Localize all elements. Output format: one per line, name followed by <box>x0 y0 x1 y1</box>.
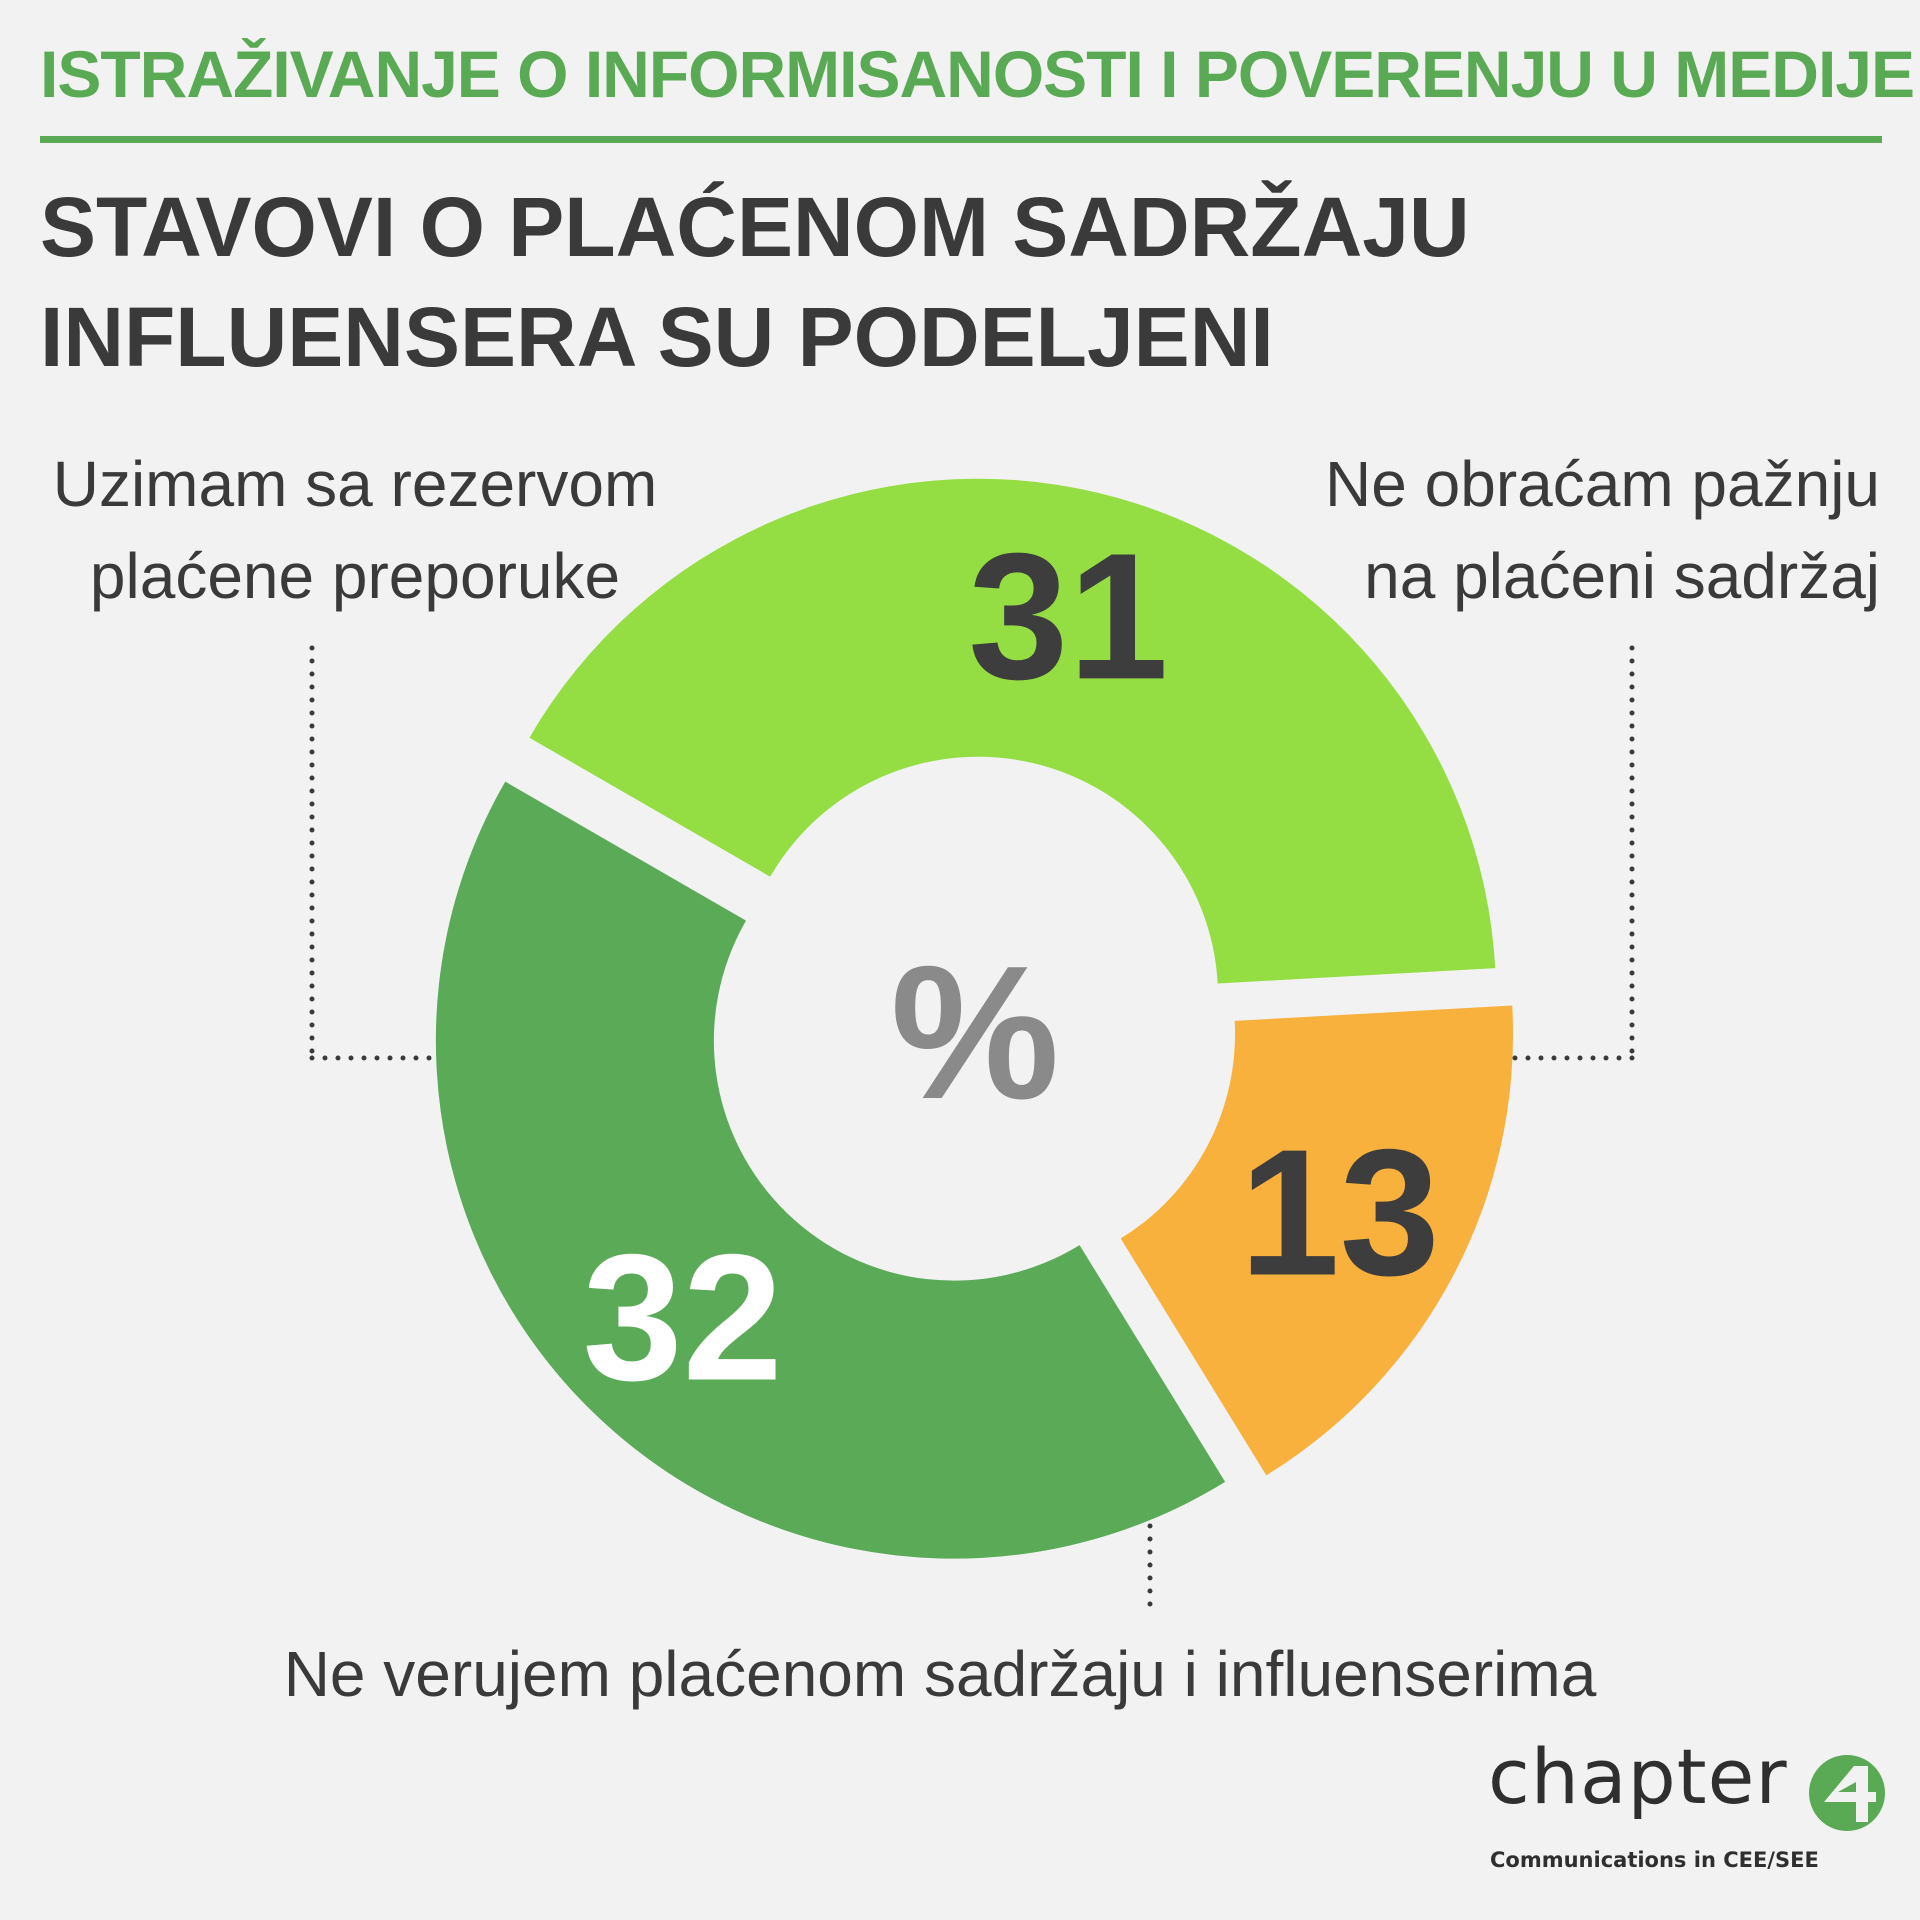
donut-slice-1 <box>1120 1005 1514 1476</box>
chart-title: STAVOVI O PLAĆENOM SADRŽAJU INFLUENSERA … <box>40 180 1470 384</box>
brand-logo-icon <box>1809 1755 1885 1831</box>
center-percent: % <box>891 927 1060 1139</box>
donut-slice-0 <box>529 478 1496 984</box>
brand-logo-text: chapter <box>1488 1732 1788 1821</box>
slice-value-label-1: 13 <box>1240 1112 1440 1313</box>
label-ignore: Ne obraćam pažnju na plaćeni sadržaj <box>1325 448 1880 612</box>
slice-value-label-0: 31 <box>968 516 1168 717</box>
survey-kicker: ISTRAŽIVANJE O INFORMISANOSTI I POVERENJ… <box>40 37 1915 111</box>
label-reserved: Uzimam sa rezervom plaćene preporuke <box>52 448 658 612</box>
slice-value-label-2: 32 <box>583 1217 783 1418</box>
label-distrust: Ne verujem plaćenom sadržaju i influense… <box>283 1638 1597 1710</box>
donut-slice-2 <box>435 781 1226 1559</box>
header-rule <box>40 136 1882 143</box>
brand-tagline: Communications in CEE/SEE <box>1490 1848 1819 1872</box>
